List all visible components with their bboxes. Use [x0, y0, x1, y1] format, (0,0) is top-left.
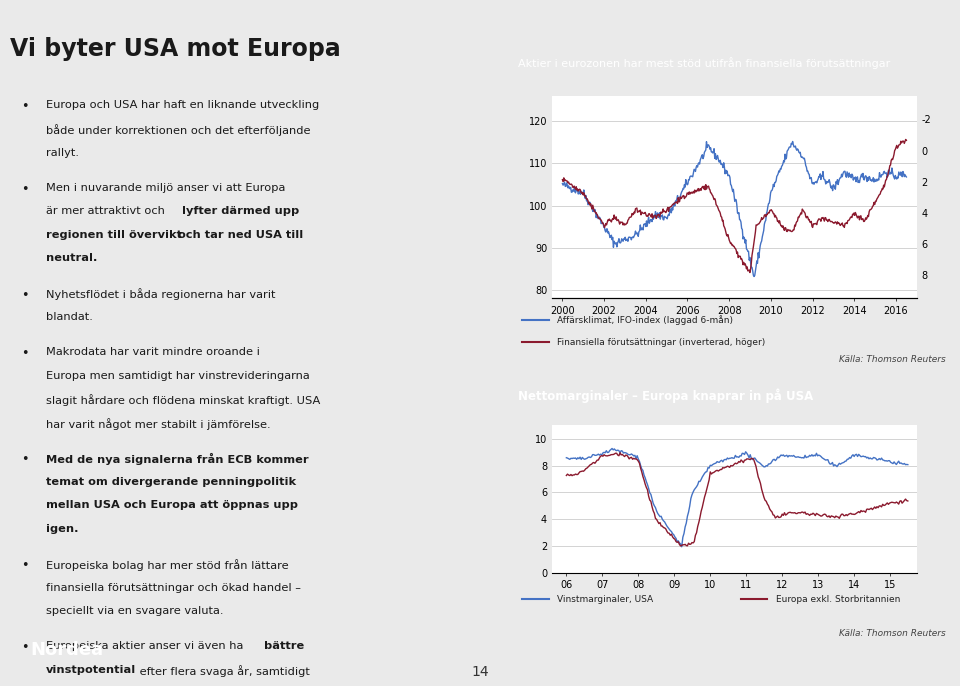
Text: Makrodata har varit mindre oroande i: Makrodata har varit mindre oroande i	[46, 347, 259, 357]
Text: neutral.: neutral.	[46, 253, 97, 263]
Text: •: •	[22, 641, 29, 654]
Text: speciellt via en svagare valuta.: speciellt via en svagare valuta.	[46, 606, 223, 616]
Text: Aktier i eurozonen har mest stöd utifrån finansiella förutsättningar: Aktier i eurozonen har mest stöd utifrån…	[518, 58, 890, 69]
Text: temat om divergerande penningpolitik: temat om divergerande penningpolitik	[46, 477, 296, 487]
Text: har varit något mer stabilt i jämförelse.: har varit något mer stabilt i jämförelse…	[46, 418, 270, 430]
Text: •: •	[22, 182, 29, 196]
Text: Men i nuvarande miljö anser vi att Europa: Men i nuvarande miljö anser vi att Europ…	[46, 182, 285, 193]
Text: och tar ned USA till: och tar ned USA till	[175, 230, 303, 240]
Text: Vinstmarginaler, USA: Vinstmarginaler, USA	[557, 595, 654, 604]
Text: Nyhetsflödet i båda regionerna har varit: Nyhetsflödet i båda regionerna har varit	[46, 289, 276, 300]
Text: Vi byter USA mot Europa: Vi byter USA mot Europa	[10, 36, 341, 60]
Text: Affärsklimat, IFO-index (laggad 6-mån): Affärsklimat, IFO-index (laggad 6-mån)	[557, 315, 733, 325]
Text: Källa: Thomson Reuters: Källa: Thomson Reuters	[839, 629, 946, 638]
Text: Nordea: Nordea	[31, 641, 104, 659]
Text: är mer attraktivt och: är mer attraktivt och	[46, 206, 168, 216]
Text: Med de nya signalerna från ECB kommer: Med de nya signalerna från ECB kommer	[46, 453, 308, 465]
Text: efter flera svaga år, samtidigt: efter flera svaga år, samtidigt	[136, 665, 310, 677]
Text: Europa men samtidigt har vinstrevideringarna: Europa men samtidigt har vinstrevidering…	[46, 371, 309, 381]
Text: Källa: Thomson Reuters: Källa: Thomson Reuters	[839, 355, 946, 364]
Text: lyfter därmed upp: lyfter därmed upp	[182, 206, 300, 216]
Text: 14: 14	[471, 665, 489, 679]
Text: Europeiska aktier anser vi även ha: Europeiska aktier anser vi även ha	[46, 641, 247, 651]
Text: regionen till övervikt: regionen till övervikt	[46, 230, 181, 240]
Text: mellan USA och Europa att öppnas upp: mellan USA och Europa att öppnas upp	[46, 500, 298, 510]
Text: Europa och USA har haft en liknande utveckling: Europa och USA har haft en liknande utve…	[46, 100, 319, 110]
Text: finansiella förutsättningar och ökad handel –: finansiella förutsättningar och ökad han…	[46, 582, 300, 593]
Text: rallyt.: rallyt.	[46, 147, 79, 158]
Text: slagit hårdare och flödena minskat kraftigt. USA: slagit hårdare och flödena minskat kraft…	[46, 394, 320, 406]
Text: •: •	[22, 100, 29, 113]
Text: Finansiella förutsättningar (inverterad, höger): Finansiella förutsättningar (inverterad,…	[557, 338, 765, 346]
Text: •: •	[22, 453, 29, 466]
Text: Nettomarginaler – Europa knaprar in på USA: Nettomarginaler – Europa knaprar in på U…	[518, 389, 813, 403]
Text: blandat.: blandat.	[46, 312, 92, 322]
Text: •: •	[22, 289, 29, 302]
Text: •: •	[22, 559, 29, 572]
Text: bättre: bättre	[264, 641, 304, 651]
Text: vinstpotential: vinstpotential	[46, 665, 136, 675]
Text: igen.: igen.	[46, 524, 78, 534]
Text: Europa exkl. Storbritannien: Europa exkl. Storbritannien	[776, 595, 900, 604]
Text: Europeiska bolag har mer stöd från lättare: Europeiska bolag har mer stöd från lätta…	[46, 559, 288, 571]
Text: både under korrektionen och det efterföljande: både under korrektionen och det efterföl…	[46, 124, 310, 136]
Text: •: •	[22, 347, 29, 360]
